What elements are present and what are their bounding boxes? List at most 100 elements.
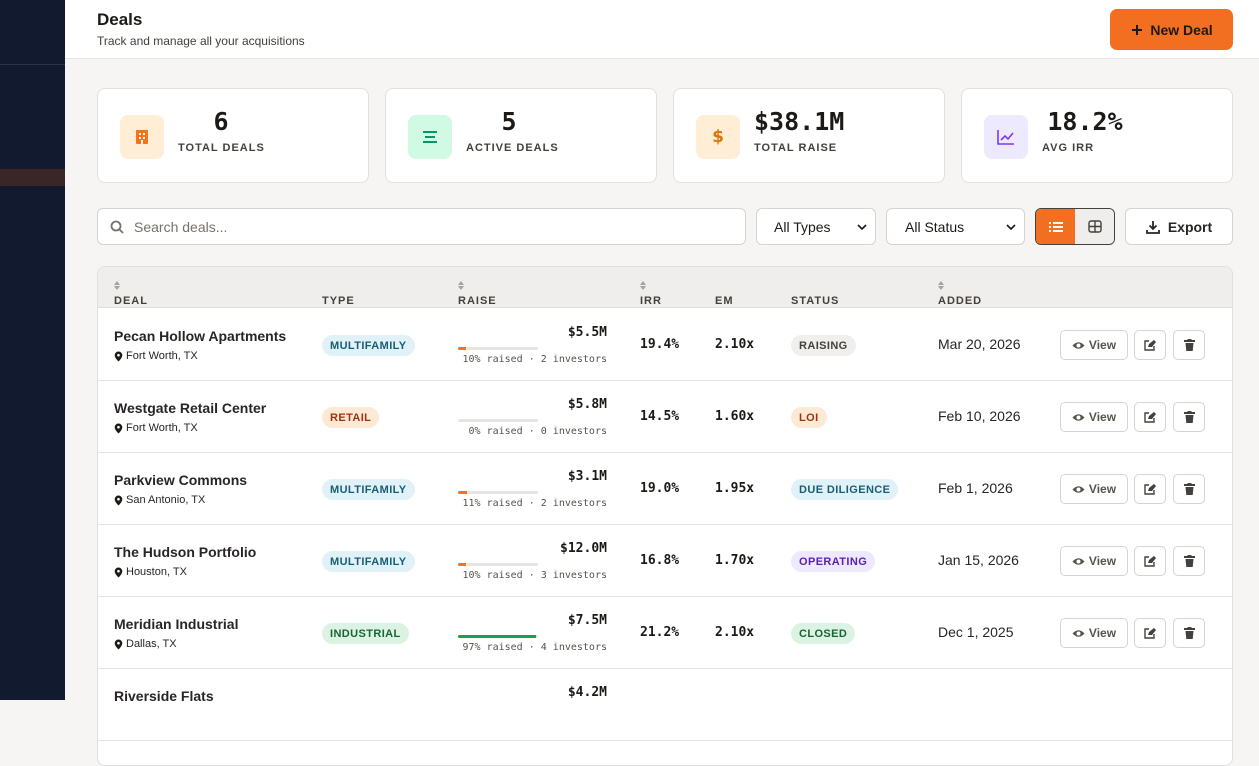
deal-location: Fort Worth, TX (114, 422, 198, 434)
export-button[interactable]: Export (1125, 208, 1233, 245)
stat-icon (984, 115, 1028, 159)
delete-button[interactable] (1173, 474, 1205, 504)
stat-label: TOTAL RAISE (754, 142, 838, 154)
irr: 16.8% (640, 553, 680, 568)
irr: 21.2% (640, 625, 680, 640)
raise-progress-label: 10% raised · 2 investors (462, 354, 608, 365)
date-added: Mar 20, 2026 (938, 336, 1021, 352)
column-header[interactable]: DEAL (114, 281, 147, 307)
status-badge: DUE DILIGENCE (791, 479, 899, 500)
stat-icon (408, 115, 452, 159)
list-view-button[interactable] (1036, 209, 1075, 244)
page-header: Deals Track and manage all your acquisit… (65, 0, 1259, 59)
deal-name: Parkview Commons (114, 472, 248, 488)
stat-label: AVG IRR (1042, 142, 1095, 154)
column-header[interactable]: IRR (640, 281, 661, 307)
column-label: IRR (640, 295, 662, 307)
location-text: Houston, TX (126, 566, 187, 578)
status-badge: RAISING (791, 335, 856, 356)
status-badge: OPERATING (791, 551, 876, 572)
button-label: View (1088, 626, 1117, 640)
column-header[interactable]: RAISE (458, 281, 496, 307)
view-toggle (1035, 208, 1115, 245)
raise-progress-track (458, 563, 538, 566)
view-button[interactable]: View (1060, 546, 1128, 576)
date-added: Feb 10, 2026 (938, 408, 1021, 424)
stat-card: 6 TOTAL DEALS (97, 88, 369, 183)
edit-button[interactable] (1134, 330, 1166, 360)
grid-view-button[interactable] (1075, 209, 1114, 244)
status-badge: LOI (791, 407, 827, 428)
view-button[interactable]: View (1060, 402, 1128, 432)
view-button[interactable]: View (1060, 330, 1128, 360)
stat-icon: $ (696, 115, 740, 159)
stat-card: 18.2% AVG IRR (961, 88, 1233, 183)
filter-label: All Status (905, 218, 965, 235)
delete-button[interactable] (1173, 330, 1205, 360)
edit-button[interactable] (1134, 618, 1166, 648)
deal-name: Westgate Retail Center (114, 400, 267, 416)
raise-progress-label: 97% raised · 4 investors (462, 642, 608, 653)
type-badge: MULTIFAMILY (322, 479, 415, 500)
type-badge: INDUSTRIAL (322, 623, 409, 644)
raise-progress-fill (458, 563, 466, 566)
view-button[interactable]: View (1060, 618, 1128, 648)
stat-card: 5 ACTIVE DEALS (385, 88, 657, 183)
type-badge: RETAIL (322, 407, 380, 428)
table-row: Pecan Hollow Apartments Fort Worth, TX MUL… (98, 309, 1232, 381)
button-label: Export (1167, 218, 1213, 235)
location-text: Dallas, TX (126, 638, 177, 650)
irr: 19.0% (640, 481, 680, 496)
button-label: View (1088, 410, 1117, 424)
raise-progress-fill (458, 347, 466, 350)
location-text: Fort Worth, TX (126, 350, 198, 362)
search-box[interactable]: Search deals... (97, 208, 746, 245)
active-nav-item[interactable] (0, 169, 65, 186)
stat-card: $ $38.1M TOTAL RAISE (673, 88, 945, 183)
column-header[interactable]: ADDED (938, 281, 981, 307)
irr: 19.4% (640, 337, 680, 352)
stat-label: ACTIVE DEALS (466, 142, 559, 154)
equity-multiple: 1.95x (715, 481, 755, 496)
stat-label: TOTAL DEALS (178, 142, 265, 154)
type-filter[interactable]: All Types (756, 208, 876, 245)
table-row: Westgate Retail Center Fort Worth, TX RETA… (98, 381, 1232, 453)
column-label: STATUS (791, 295, 840, 307)
button-label: View (1088, 338, 1117, 352)
raise-progress-fill (458, 491, 467, 494)
raise-progress-track (458, 347, 538, 350)
raise-progress-track (458, 419, 538, 422)
deal-name: Riverside Flats (114, 688, 214, 704)
svg-text:$: $ (712, 127, 724, 147)
location-text: San Antonio, TX (126, 494, 206, 506)
type-badge: MULTIFAMILY (322, 335, 415, 356)
edit-button[interactable] (1134, 546, 1166, 576)
status-filter[interactable]: All Status (886, 208, 1025, 245)
equity-multiple: 1.70x (715, 553, 755, 568)
stat-value: $38.1M (754, 107, 845, 136)
stat-value: 6 (213, 107, 229, 136)
equity-multiple: 2.10x (715, 337, 755, 352)
delete-button[interactable] (1173, 546, 1205, 576)
raise-amount: $7.5M (567, 613, 607, 628)
delete-button[interactable] (1173, 618, 1205, 648)
raise-amount: $4.2M (567, 685, 607, 700)
deal-location: Fort Worth, TX (114, 350, 198, 362)
column-label: RAISE (458, 295, 497, 307)
date-added: Dec 1, 2025 (938, 624, 1014, 640)
edit-button[interactable] (1134, 402, 1166, 432)
deal-location: Houston, TX (114, 566, 187, 578)
table-row: Meridian Industrial Dallas, TX INDUSTRIAL $… (98, 597, 1232, 669)
stat-icon (120, 115, 164, 159)
view-button[interactable]: View (1060, 474, 1128, 504)
deal-name: Pecan Hollow Apartments (114, 328, 287, 344)
raise-progress-fill (458, 635, 536, 638)
new-deal-button[interactable]: New Deal (1110, 9, 1233, 50)
delete-button[interactable] (1173, 402, 1205, 432)
edit-button[interactable] (1134, 474, 1166, 504)
status-badge: CLOSED (791, 623, 856, 644)
type-badge: MULTIFAMILY (322, 551, 415, 572)
column-label: ADDED (938, 295, 983, 307)
table-header: DEAL TYPE RAISE IRR EM STATUS ADDED (98, 267, 1232, 308)
